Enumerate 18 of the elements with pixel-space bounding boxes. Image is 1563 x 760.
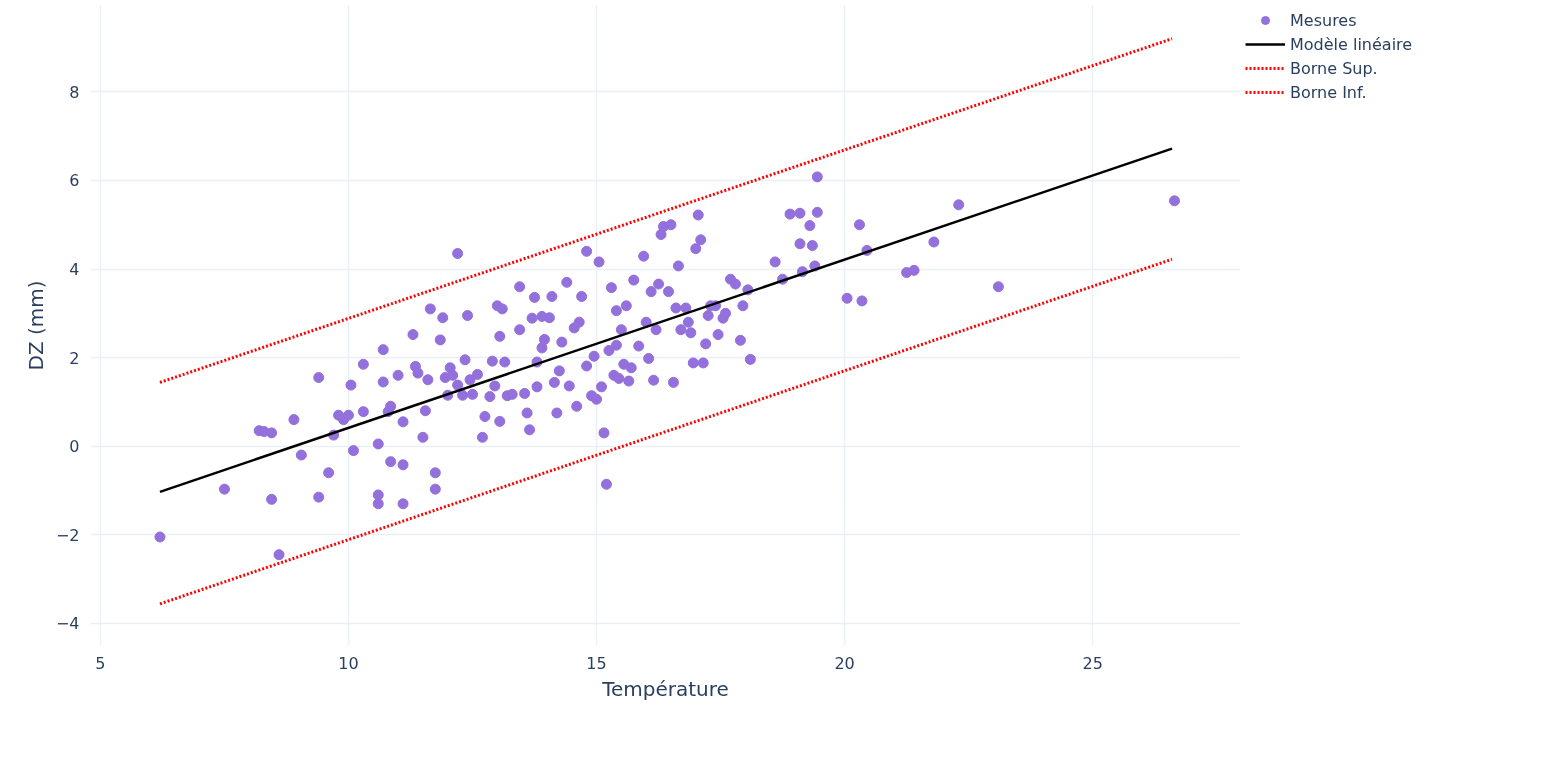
legend-label: Modèle linéaire — [1290, 34, 1413, 54]
x-axis-title: Température — [601, 676, 729, 701]
legend-label: Borne Inf. — [1290, 82, 1367, 102]
y-tick-label: 2 — [69, 348, 80, 368]
x-tick-label: 15 — [586, 653, 607, 673]
y-tick-label: −2 — [55, 525, 80, 545]
x-tick-label: 10 — [338, 653, 359, 673]
x-tick-label: 25 — [1082, 653, 1103, 673]
y-tick-label: −4 — [55, 614, 80, 634]
x-tick-label: 20 — [834, 653, 855, 673]
y-axis-title: DZ (mm) — [23, 280, 48, 371]
legend-label: Mesures — [1290, 10, 1357, 30]
y-tick-label: 0 — [69, 437, 80, 457]
x-tick-label: 5 — [95, 653, 106, 673]
legend-label: Borne Sup. — [1290, 58, 1378, 78]
y-tick-label: 4 — [69, 260, 80, 280]
y-tick-label: 8 — [69, 82, 80, 102]
y-tick-label: 6 — [69, 171, 80, 191]
